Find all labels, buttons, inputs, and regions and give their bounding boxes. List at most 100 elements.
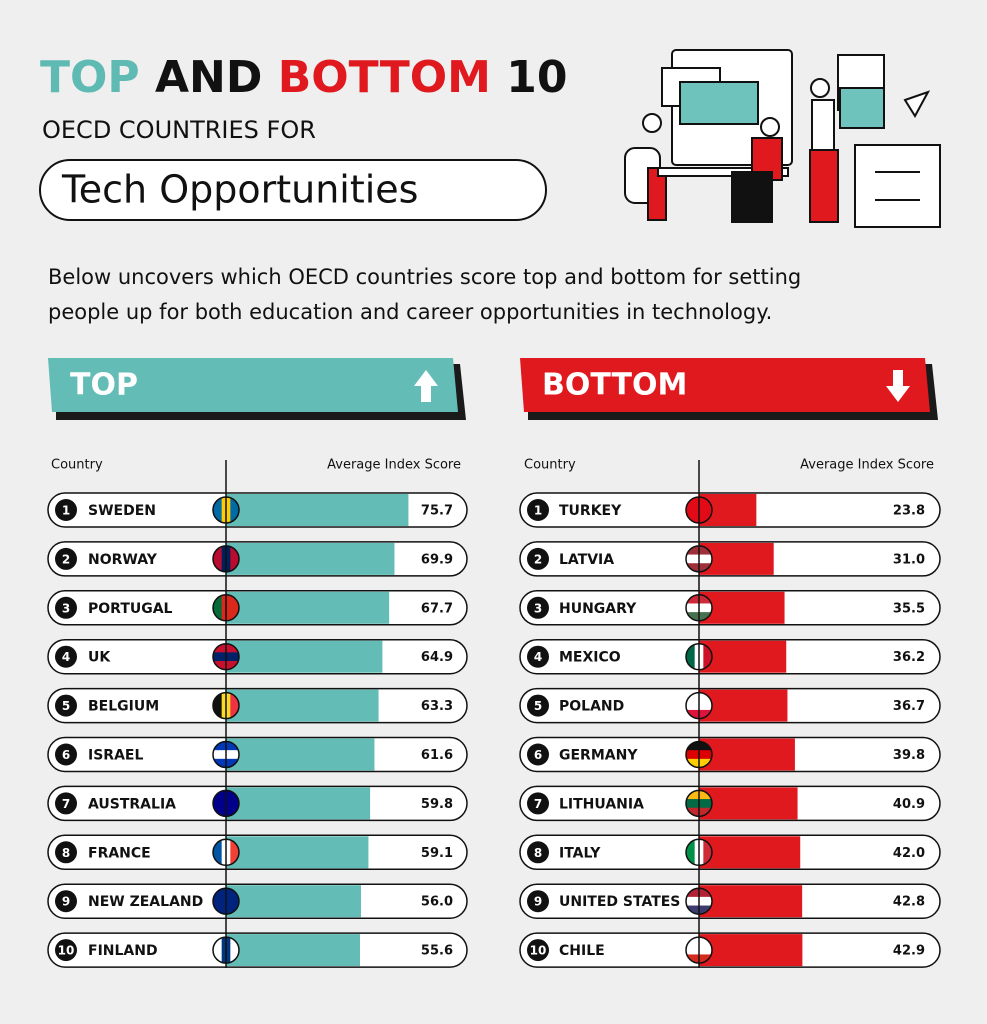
rank-badge (55, 792, 77, 815)
flag-stripe (213, 545, 223, 572)
rank: 9 (62, 895, 70, 909)
rank-badge (527, 596, 549, 619)
country: ISRAEL (88, 748, 143, 764)
rank-badge (527, 645, 549, 668)
flag-stripe (686, 839, 696, 866)
banner (520, 358, 930, 412)
flag-stripe (230, 497, 239, 523)
rank: 7 (62, 797, 70, 811)
country: SWEDEN (88, 503, 156, 519)
country: ITALY (559, 845, 601, 861)
value-label: 42.8 (893, 895, 925, 910)
rank: 2 (62, 552, 70, 566)
value-label: 59.1 (421, 846, 453, 861)
value-label: 31.0 (893, 552, 925, 567)
rank: 4 (62, 650, 70, 664)
title-top: TOP (40, 52, 140, 103)
bar (699, 591, 785, 624)
bar (699, 738, 795, 771)
country: UNITED STATES (559, 894, 680, 910)
bar (699, 836, 801, 869)
rank-badge (55, 694, 77, 717)
bar (699, 885, 803, 918)
flag-stripe (230, 594, 239, 621)
bar (226, 591, 390, 624)
title-and: AND (155, 52, 262, 103)
value-label: 40.9 (893, 797, 925, 812)
value-label: 67.7 (421, 601, 453, 616)
banner-arrow (414, 370, 438, 402)
value-label: 63.3 (421, 699, 453, 714)
row-outline (47, 736, 468, 773)
country: FINLAND (88, 943, 158, 959)
country: NORWAY (88, 552, 158, 568)
banner-arrow (886, 370, 910, 402)
rank-badge (55, 547, 77, 570)
row-outline (47, 883, 468, 919)
rank-badge (55, 499, 77, 521)
value-label: 69.9 (421, 552, 453, 567)
intro-line: people up for both education and career … (48, 300, 772, 324)
flag-stripe (213, 937, 223, 964)
highlight-pill (39, 159, 547, 221)
country: LITHUANIA (559, 796, 644, 812)
value-label: 35.5 (893, 601, 925, 616)
country: POLAND (559, 699, 624, 715)
flag-stripe (213, 692, 223, 719)
value-label: 42.0 (893, 846, 925, 861)
rank-badge (55, 890, 77, 913)
rank: 2 (534, 552, 542, 566)
rank-badge (527, 694, 549, 717)
intro-line: Below uncovers which OECD countries scor… (48, 265, 801, 289)
flag-stripe (213, 497, 223, 523)
rank: 1 (534, 504, 542, 518)
value-label: 23.8 (893, 504, 925, 519)
rank-badge (527, 743, 549, 766)
rank: 5 (534, 699, 542, 713)
country: UK (88, 650, 111, 666)
bar (226, 787, 371, 820)
country: BELGIUM (88, 699, 159, 715)
row-outline (47, 492, 468, 528)
rank-badge (527, 499, 549, 521)
value-label: 56.0 (421, 895, 453, 910)
value-axis-label: Average Index Score (800, 458, 934, 473)
rank: 4 (534, 650, 542, 664)
rank: 7 (534, 797, 542, 811)
row-outline (519, 492, 941, 528)
flag-stripe (230, 839, 239, 866)
rank-badge (527, 939, 549, 962)
rank: 1 (62, 504, 70, 518)
rank-badge (527, 547, 549, 570)
row-outline (519, 590, 941, 626)
bar (699, 640, 787, 673)
rank-badge (527, 841, 549, 864)
country: FRANCE (88, 845, 151, 861)
rank: 3 (62, 601, 70, 615)
value-label: 55.6 (421, 944, 453, 959)
highlight: Tech Opportunities (61, 168, 418, 212)
title-bottom: BOTTOM (278, 52, 491, 103)
rank: 10 (530, 944, 547, 958)
country: GERMANY (559, 748, 638, 764)
row-outline (47, 590, 468, 626)
rank: 9 (534, 895, 542, 909)
bar (226, 494, 409, 526)
rank: 10 (58, 944, 75, 958)
rank: 5 (62, 699, 70, 713)
bar (699, 787, 798, 820)
value-label: 64.9 (421, 650, 453, 665)
bar (226, 885, 361, 918)
rank-badge (55, 841, 77, 864)
category-axis-label: Country (524, 458, 576, 473)
value-label: 59.8 (421, 797, 453, 812)
country: MEXICO (559, 650, 621, 666)
title-number: 10 (506, 52, 567, 103)
country: NEW ZEALAND (88, 894, 203, 910)
value-label: 39.8 (893, 748, 925, 763)
value-label: 42.9 (893, 944, 925, 959)
flag-stripe (230, 692, 239, 719)
bar (226, 934, 360, 967)
country: HUNGARY (559, 601, 637, 617)
category-axis-label: Country (51, 458, 103, 473)
